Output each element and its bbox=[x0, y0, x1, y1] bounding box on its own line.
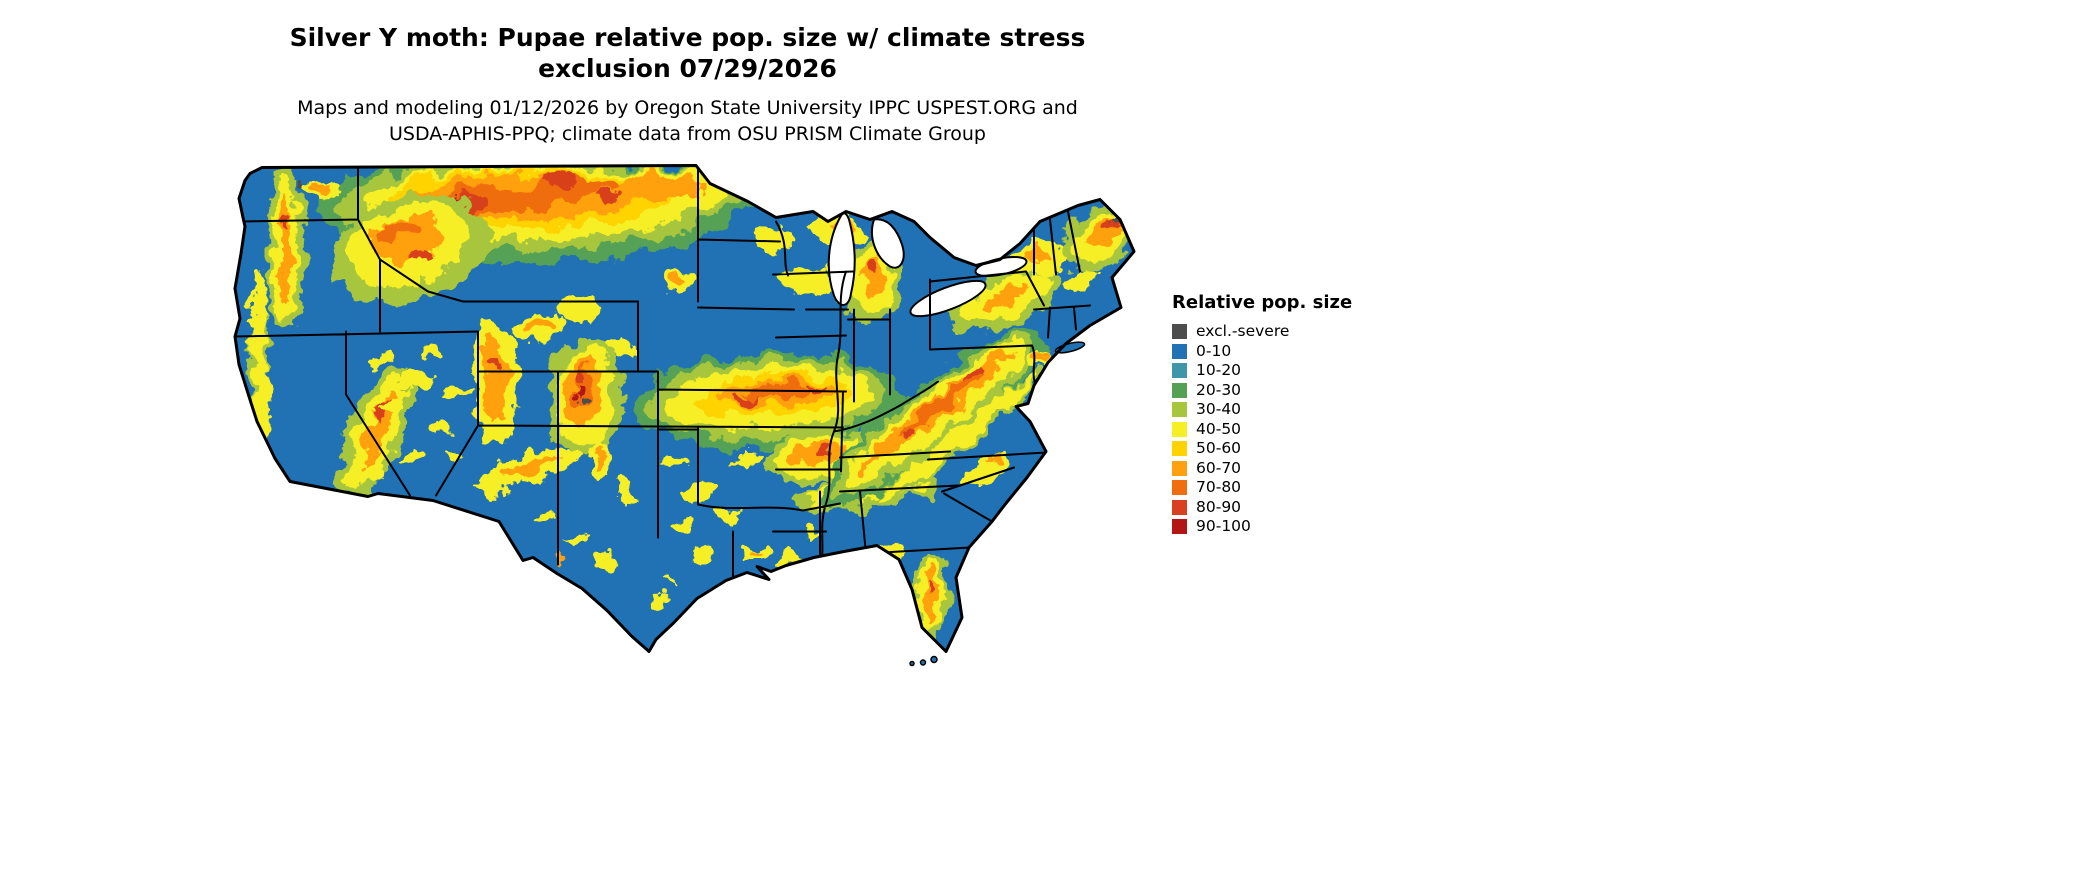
us-map-svg bbox=[233, 164, 1136, 667]
figure-title: Silver Y moth: Pupae relative pop. size … bbox=[0, 22, 1375, 85]
legend-item: 20-30 bbox=[1172, 381, 1392, 401]
legend-item-label: 10-20 bbox=[1196, 361, 1242, 379]
legend-swatch bbox=[1172, 441, 1187, 457]
figure-title-line1: Silver Y moth: Pupae relative pop. size … bbox=[289, 23, 1086, 52]
legend-item: 40-50 bbox=[1172, 420, 1392, 440]
legend-swatch bbox=[1172, 402, 1187, 418]
map-legend: Relative pop. size excl.-severe 0-10 10-20… bbox=[1172, 292, 1392, 537]
legend-swatch bbox=[1172, 363, 1187, 379]
legend-swatch bbox=[1172, 421, 1187, 437]
lake-huron bbox=[871, 218, 905, 269]
lake-michigan bbox=[827, 212, 856, 306]
legend-title: Relative pop. size bbox=[1172, 292, 1353, 313]
legend-item-label: 70-80 bbox=[1196, 478, 1242, 496]
us-outline bbox=[233, 164, 1136, 653]
long-island bbox=[1054, 341, 1086, 354]
figure-subtitle: Maps and modeling 01/12/2026 by Oregon S… bbox=[0, 96, 1375, 147]
legend-item: 10-20 bbox=[1172, 361, 1392, 381]
legend-swatch bbox=[1172, 460, 1187, 476]
legend-item-label: 0-10 bbox=[1196, 341, 1232, 360]
florida-key bbox=[930, 655, 938, 664]
state-borders bbox=[235, 165, 1091, 586]
figure-title-line2: exclusion 07/29/2026 bbox=[538, 54, 837, 84]
great-lakes bbox=[827, 212, 1028, 318]
legend-item: excl.-severe bbox=[1172, 322, 1392, 342]
legend-item-label: 40-50 bbox=[1196, 419, 1242, 438]
legend-swatch bbox=[1172, 519, 1187, 535]
legend-item-label: 80-90 bbox=[1196, 497, 1242, 516]
legend-item: 70-80 bbox=[1172, 478, 1392, 498]
legend-item-label: 20-30 bbox=[1196, 380, 1242, 399]
legend-item-label: 90-100 bbox=[1196, 517, 1251, 535]
legend-item-label: 50-60 bbox=[1196, 439, 1242, 457]
legend-item: 80-90 bbox=[1172, 498, 1392, 518]
legend-item: 60-70 bbox=[1172, 459, 1392, 479]
legend-item: 30-40 bbox=[1172, 400, 1392, 420]
figure-subtitle-line1: Maps and modeling 01/12/2026 by Oregon S… bbox=[297, 97, 1078, 119]
legend-swatch bbox=[1172, 324, 1187, 340]
map-terrain-layer bbox=[249, 165, 1134, 652]
map-fill-layer bbox=[235, 165, 1134, 652]
florida-key bbox=[919, 659, 927, 666]
legend-item: 0-10 bbox=[1172, 342, 1392, 362]
legend-swatch bbox=[1172, 382, 1187, 398]
us-map bbox=[228, 156, 1140, 668]
legend-item-label: 60-70 bbox=[1196, 458, 1242, 477]
legend-item: 90-100 bbox=[1172, 517, 1392, 537]
legend-item: 50-60 bbox=[1172, 439, 1392, 459]
legend-item-label: 30-40 bbox=[1196, 400, 1242, 418]
legend-swatch bbox=[1172, 480, 1187, 496]
legend-swatch bbox=[1172, 499, 1187, 515]
florida-key bbox=[909, 660, 915, 667]
islands bbox=[909, 341, 1086, 667]
figure-subtitle-line2: USDA-APHIS-PPQ; climate data from OSU PR… bbox=[389, 122, 986, 145]
legend-items: excl.-severe 0-10 10-20 20-30 30-40 40-50 50-6… bbox=[1172, 322, 1392, 537]
legend-swatch bbox=[1172, 343, 1187, 359]
legend-item-label: excl.-severe bbox=[1196, 322, 1290, 340]
